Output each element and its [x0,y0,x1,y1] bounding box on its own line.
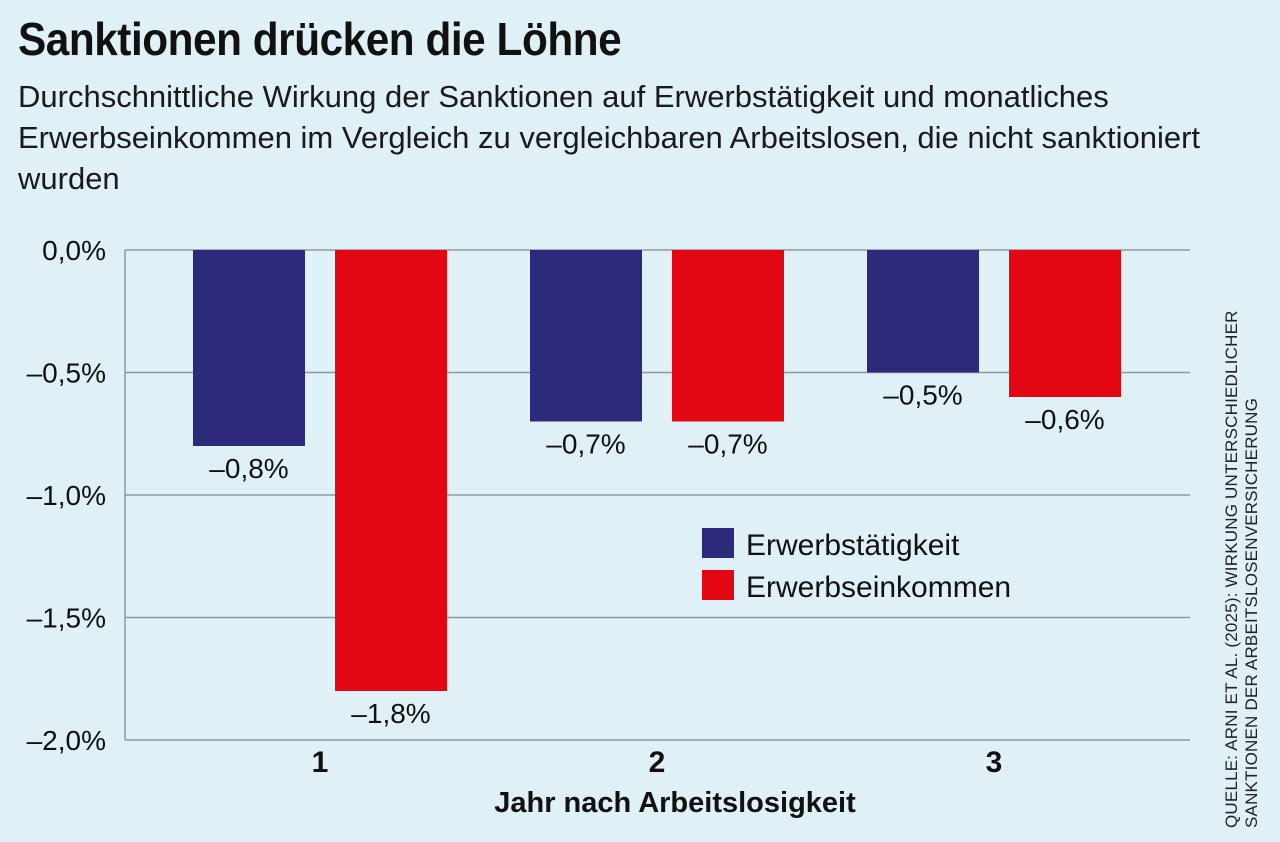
bar [672,250,784,422]
data-label: –0,6% [1025,404,1104,435]
x-tick-label: 2 [649,746,666,779]
legend-label: Erwerbseinkommen [746,571,1011,604]
legend-swatch [702,570,734,600]
bar [867,250,979,373]
legend-swatch [702,528,734,558]
y-tick-label: –1,0% [27,480,106,511]
legend-label: Erwerbstätigkeit [746,529,960,562]
bar [1009,250,1121,397]
chart-subtitle: Durchschnittliche Wirkung der Sanktionen… [18,79,1201,196]
y-tick-label: –1,5% [27,603,106,634]
x-tick-label: 3 [986,746,1003,779]
data-label: –1,8% [351,698,430,729]
data-label: –0,7% [688,429,767,460]
x-tick-label: 1 [312,746,329,779]
y-tick-label: –2,0% [27,725,106,756]
bar [335,250,447,691]
data-label: –0,5% [883,380,962,411]
chart-title: Sanktionen drücken die Löhne [18,13,622,65]
y-tick-label: –0,5% [27,358,106,389]
data-label: –0,8% [209,453,288,484]
y-tick-label: 0,0% [42,235,106,266]
bar [530,250,642,422]
data-label: –0,7% [546,429,625,460]
bar [193,250,305,446]
x-axis-title: Jahr nach Arbeitslosigkeit [494,787,856,819]
